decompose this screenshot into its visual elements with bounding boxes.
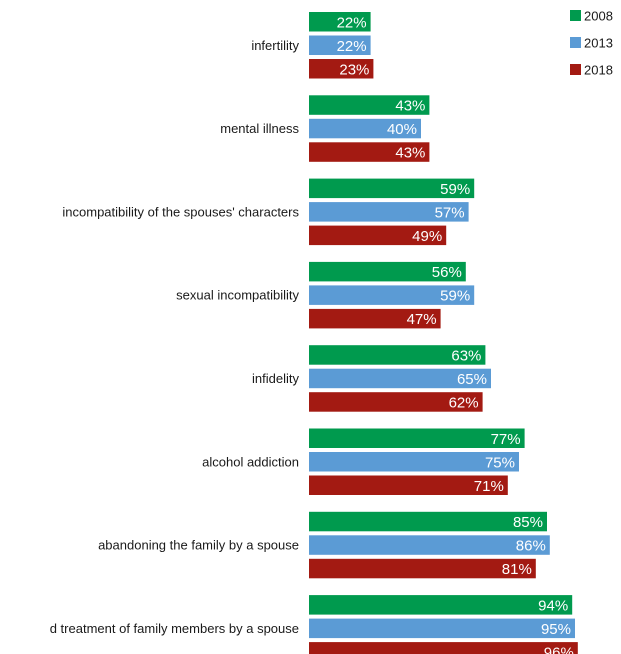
bar-2008	[309, 95, 430, 115]
value-label: 47%	[407, 311, 437, 328]
bar-2018	[309, 475, 508, 495]
bar-2008	[309, 511, 547, 532]
value-label: 77%	[491, 431, 521, 448]
category-label: infidelity	[252, 371, 299, 386]
value-label: 85%	[513, 514, 543, 531]
legend-label: 2013	[584, 36, 613, 51]
legend-label: 2008	[584, 9, 613, 24]
bar-2018	[309, 59, 374, 79]
category-label: incompatibility of the spouses' characte…	[62, 204, 299, 219]
bar-2008	[309, 261, 466, 282]
bar-2018	[309, 558, 536, 579]
value-label: 86%	[516, 538, 546, 555]
value-label: 96%	[544, 644, 574, 654]
value-label: 81%	[502, 561, 532, 578]
value-label: 49%	[412, 228, 442, 245]
category-label: sexual incompatibility	[176, 288, 299, 303]
bar-2008	[309, 428, 525, 448]
bar-2013	[309, 202, 469, 222]
value-label: 23%	[339, 61, 369, 78]
bar-2013	[309, 285, 475, 305]
legend-swatch-2013	[570, 37, 581, 48]
value-label: 22%	[337, 14, 367, 31]
bar-2013	[309, 368, 491, 389]
bar-2013	[309, 452, 519, 472]
value-label: 65%	[457, 371, 487, 388]
value-label: 94%	[538, 597, 568, 614]
bar-2008	[309, 345, 486, 365]
category-label: d treatment of family members by a spous…	[50, 621, 299, 636]
legend-label: 2018	[584, 63, 613, 78]
value-label: 71%	[474, 478, 504, 495]
value-label: 43%	[395, 98, 425, 115]
value-label: 43%	[395, 145, 425, 162]
legend-swatch-2018	[570, 64, 581, 75]
legend: 2008 2013 2018	[570, 9, 613, 78]
bar-2013	[309, 35, 371, 55]
bar-2018	[309, 642, 578, 654]
bars: 22%22%23%43%40%43%59%57%49%56%59%47%63%6…	[309, 12, 578, 654]
value-label: 40%	[387, 121, 417, 138]
bar-2018	[309, 142, 430, 162]
bar-2013	[309, 118, 421, 139]
bar-2018	[309, 308, 441, 329]
value-label: 95%	[541, 621, 571, 638]
value-label: 63%	[451, 347, 481, 364]
bar-2018	[309, 392, 483, 412]
value-label: 57%	[435, 204, 465, 221]
category-label: abandoning the family by a spouse	[98, 538, 299, 553]
bar-2008	[309, 12, 371, 32]
value-label: 59%	[440, 181, 470, 198]
value-label: 22%	[337, 38, 367, 55]
value-label: 59%	[440, 288, 470, 305]
bar-2013	[309, 618, 575, 639]
value-label: 62%	[449, 394, 479, 411]
value-label: 56%	[432, 264, 462, 281]
bar-2013	[309, 535, 550, 555]
category-label: infertility	[251, 38, 299, 53]
bar-2008	[309, 178, 475, 199]
bar-2008	[309, 595, 573, 615]
bar-2018	[309, 225, 447, 246]
legend-swatch-2008	[570, 10, 581, 21]
category-label: alcohol addiction	[202, 454, 299, 469]
value-label: 75%	[485, 454, 515, 471]
category-labels: infertility mental illness incompatibility…	[50, 38, 300, 636]
category-label: mental illness	[220, 121, 299, 136]
